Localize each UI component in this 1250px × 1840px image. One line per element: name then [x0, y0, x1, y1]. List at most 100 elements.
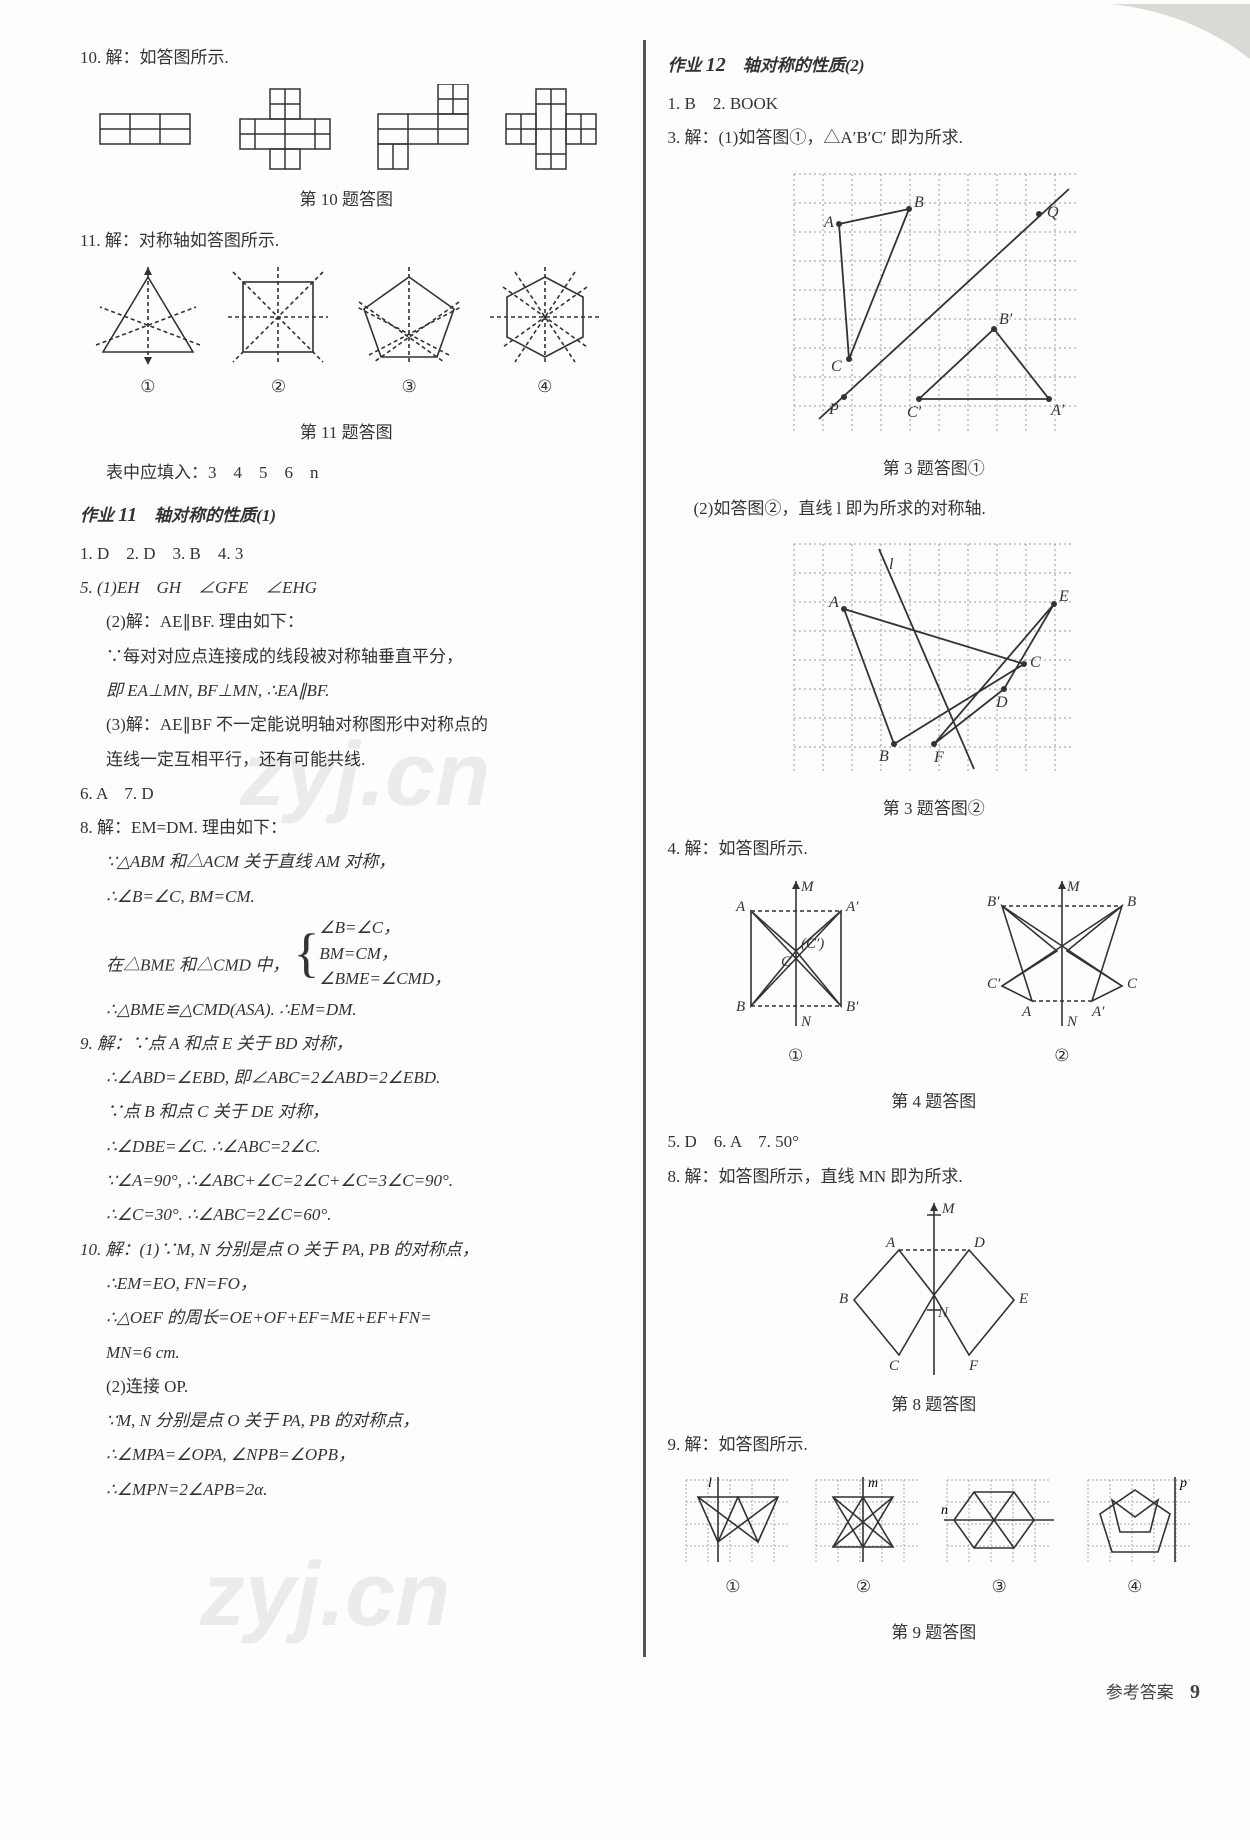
lbl-B2: B — [879, 748, 889, 765]
footer-page: 9 — [1190, 1681, 1200, 1703]
svg-text:A: A — [885, 1235, 896, 1251]
hw12-a4: 4. 解：如答图所示. — [668, 833, 1201, 865]
fig3-1: A B C P Q A′ B′ C′ — [769, 159, 1099, 449]
svg-text:A′: A′ — [845, 899, 859, 915]
hw11-a10c: ∴△OEF 的周长=OE+OF+EF=ME+EF+FN= — [80, 1302, 613, 1334]
hw11-a5-2b: ∵每对对应点连接成的线段被对称轴垂直平分， — [80, 641, 613, 673]
hw11-a5-3b: 连线一定互相平行，还有可能共线. — [80, 744, 613, 776]
q11-caption: 第 11 题答图 — [80, 417, 613, 449]
cap3-2: 第 3 题答图② — [668, 793, 1201, 825]
q11-lbl-2: ② — [223, 371, 333, 403]
hw12-name: 轴对称的性质(2) — [726, 56, 865, 75]
hw11-a9d: ∴∠DBE=∠C. ∴∠ABC=2∠C. — [80, 1131, 613, 1163]
hw11-prefix: 作业 — [80, 506, 118, 525]
fig9: l ① m ② n ③ p ④ — [668, 1468, 1201, 1611]
hw11-a10g: ∴∠MPA=∠OPA, ∠NPB=∠OPB， — [80, 1439, 613, 1471]
svg-text:A′: A′ — [1091, 1004, 1105, 1020]
hw11-a8d-i2: BM=CM， — [319, 941, 451, 967]
hw11-a9f: ∴∠C=30°. ∴∠ABC=2∠C=60°. — [80, 1199, 613, 1231]
hw11-a8a: 8. 解：EM=DM. 理由如下： — [80, 812, 613, 844]
cap4: 第 4 题答图 — [668, 1086, 1201, 1118]
svg-text:E: E — [1018, 1291, 1028, 1307]
hw11-a8d-i1: ∠B=∠C， — [319, 915, 451, 941]
fig4-n2: ② — [952, 1040, 1172, 1072]
svg-text:C′: C′ — [987, 976, 1001, 992]
page-footer: 参考答案 9 — [80, 1673, 1200, 1711]
hw11-num: 11 — [118, 504, 137, 526]
hw11-a5-2a: (2)解：AE∥BF. 理由如下： — [80, 606, 613, 638]
q10-intro: 10. 解：如答图所示. — [80, 42, 613, 74]
hw11-a5-1: 5. (1)EH GH ∠GFE ∠EHG — [80, 572, 613, 604]
fig9-n2: ② — [808, 1571, 918, 1603]
hw12-a3-2: (2)如答图②，直线 l 即为所求的对称轴. — [668, 493, 1201, 525]
q11-figure: ① ② ③ ④ — [80, 263, 613, 411]
hw11-a9a: 9. 解：∵点 A 和点 E 关于 BD 对称， — [80, 1028, 613, 1060]
svg-text:C: C — [889, 1358, 900, 1374]
hw11-a9b: ∴∠ABD=∠EBD, 即∠ABC=2∠ABD=2∠EBD. — [80, 1062, 613, 1094]
hw11-a10a: 10. 解：(1)∵M, N 分别是点 O 关于 PA, PB 的对称点， — [80, 1234, 613, 1266]
hw11-a10d: MN=6 cm. — [80, 1337, 613, 1369]
left-column: 10. 解：如答图所示. 第 10 题答图 11. 解：对称轴如答图所示. — [80, 40, 613, 1657]
hw11-a8b: ∵△ABM 和△ACM 关于直线 AM 对称， — [80, 846, 613, 878]
lbl-Q: Q — [1047, 204, 1059, 221]
lbl-B: B — [914, 194, 924, 211]
svg-text:C: C — [1127, 976, 1138, 992]
hw11-a5-3a: (3)解：AE∥BF 不一定能说明轴对称图形中对称点的 — [80, 709, 613, 741]
hw11-a5-2c: 即 EA⊥MN, BF⊥MN, ∴EA∥BF. — [80, 675, 613, 707]
svg-text:A: A — [735, 899, 746, 915]
lbl-A1: A′ — [1050, 402, 1065, 419]
q11-lbl-4: ④ — [485, 371, 605, 403]
hw11-a6-7: 6. A 7. D — [80, 778, 613, 810]
fig9-n3: ③ — [939, 1571, 1059, 1603]
page-corner — [1110, 4, 1250, 114]
hw12-a5-7: 5. D 6. A 7. 50° — [668, 1126, 1201, 1158]
right-column: 作业 12 轴对称的性质(2) 1. B 2. BOOK 3. 解：(1)如答图… — [643, 40, 1201, 1657]
cap8: 第 8 题答图 — [668, 1389, 1201, 1421]
hw11-a8d-i3: ∠BME=∠CMD， — [319, 966, 451, 992]
svg-text:M: M — [800, 879, 815, 895]
svg-text:n: n — [941, 1503, 948, 1518]
hw11-a1to4: 1. D 2. D 3. B 4. 3 — [80, 538, 613, 570]
fig4-n1: ① — [696, 1040, 896, 1072]
hw11-name: 轴对称的性质(1) — [137, 506, 276, 525]
svg-text:l: l — [708, 1476, 712, 1491]
hw11-a8e: ∴△BME≌△CMD(ASA). ∴EM=DM. — [80, 994, 613, 1026]
lbl-A2: A — [828, 594, 839, 611]
lbl-C2: C — [1030, 654, 1041, 671]
svg-text:B′: B′ — [987, 894, 1000, 910]
lbl-F2: F — [933, 749, 944, 766]
svg-text:(C′): (C′) — [801, 936, 824, 952]
svg-text:N: N — [1066, 1014, 1078, 1030]
svg-text:p: p — [1179, 1476, 1187, 1491]
hw12-a3-1: 3. 解：(1)如答图①，△A′B′C′ 即为所求. — [668, 122, 1201, 154]
svg-text:B: B — [1127, 894, 1136, 910]
hw12-prefix: 作业 — [668, 56, 706, 75]
fig4: MN AA′ BB′ (C′)C ① MN — [668, 872, 1201, 1080]
hw12-a9: 9. 解：如答图所示. — [668, 1429, 1201, 1461]
hw11-a10h: ∴∠MPN=2∠APB=2α. — [80, 1474, 613, 1506]
lbl-l: l — [889, 556, 894, 573]
hw12-a8: 8. 解：如答图所示，直线 MN 即为所求. — [668, 1161, 1201, 1193]
cap3-1: 第 3 题答图① — [668, 453, 1201, 485]
svg-text:M: M — [1066, 879, 1081, 895]
hw11-a10f: ∵M, N 分别是点 O 关于 PA, PB 的对称点， — [80, 1405, 613, 1437]
q11-lbl-3: ③ — [349, 371, 469, 403]
lbl-C: C — [831, 358, 842, 375]
svg-text:B′: B′ — [846, 999, 859, 1015]
lbl-B1: B′ — [999, 311, 1013, 328]
svg-text:N: N — [937, 1305, 949, 1321]
lbl-D2: D — [995, 694, 1008, 711]
hw11-a9e: ∵∠A=90°, ∴∠ABC+∠C=2∠C+∠C=3∠C=90°. — [80, 1165, 613, 1197]
svg-text:M: M — [941, 1201, 956, 1217]
lbl-A: A — [823, 214, 834, 231]
hw11-a8c: ∴∠B=∠C, BM=CM. — [80, 881, 613, 913]
hw12-num: 12 — [706, 54, 726, 76]
svg-text:A: A — [1021, 1004, 1032, 1020]
fig8: M AD BE CF N — [814, 1195, 1054, 1385]
lbl-P: P — [828, 401, 839, 418]
svg-text:D: D — [973, 1235, 985, 1251]
footer-label: 参考答案 — [1106, 1683, 1174, 1702]
svg-text:m: m — [868, 1476, 878, 1491]
q11-fill: 表中应填入：3 4 5 6 n — [80, 457, 613, 489]
lbl-C1: C′ — [907, 404, 922, 421]
